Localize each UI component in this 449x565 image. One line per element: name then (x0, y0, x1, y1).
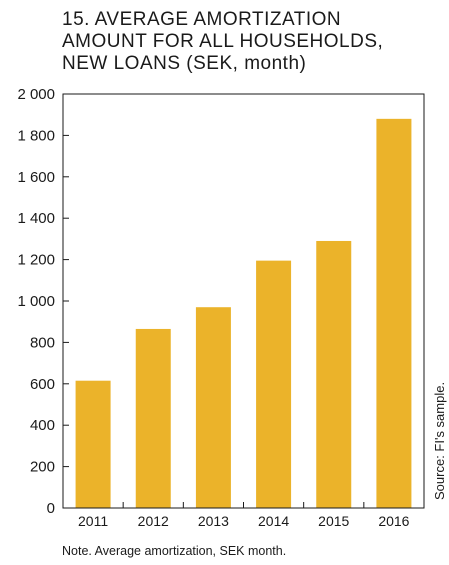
plot-frame (62, 93, 425, 509)
bar-2016 (376, 118, 412, 508)
y-tick-label: 800 (30, 334, 55, 351)
x-tick-label: 2011 (78, 513, 108, 529)
bar-2015 (316, 240, 352, 508)
y-tick-label: 0 (47, 500, 55, 517)
source-note: Source: FI's sample. (432, 381, 447, 500)
x-tick-label: 2016 (378, 513, 409, 529)
chart-title-line-2: AMOUNT FOR ALL HOUSEHOLDS, (62, 31, 384, 52)
chart-title-line-1: 15. AVERAGE AMORTIZATION (62, 9, 342, 30)
bar-2013 (195, 307, 231, 508)
y-tick-label: 1 600 (17, 169, 55, 186)
y-tick-label: 2 000 (17, 86, 55, 103)
y-tick-label: 1 400 (17, 210, 55, 227)
footnote: Note. Average amortization, SEK month. (62, 544, 287, 558)
x-tick-label: 2012 (138, 513, 169, 529)
y-tick-label: 1 800 (17, 127, 55, 144)
y-tick-label: 200 (30, 459, 55, 476)
chart-title-line-3: NEW LOANS (SEK, month) (62, 53, 307, 74)
y-tick-label: 1 000 (17, 293, 55, 310)
y-tick-label: 400 (30, 417, 55, 434)
chart-title: 15. AVERAGE AMORTIZATION AMOUNT FOR ALL … (62, 9, 442, 75)
bar-2014 (256, 260, 292, 508)
x-tick-label: 2013 (198, 513, 229, 529)
bar-2011 (75, 380, 111, 508)
bar-2012 (135, 328, 171, 508)
y-tick-label: 600 (30, 376, 55, 393)
x-tick-label: 2014 (258, 513, 289, 529)
y-tick-label: 1 200 (17, 252, 55, 269)
x-tick-label: 2015 (318, 513, 349, 529)
